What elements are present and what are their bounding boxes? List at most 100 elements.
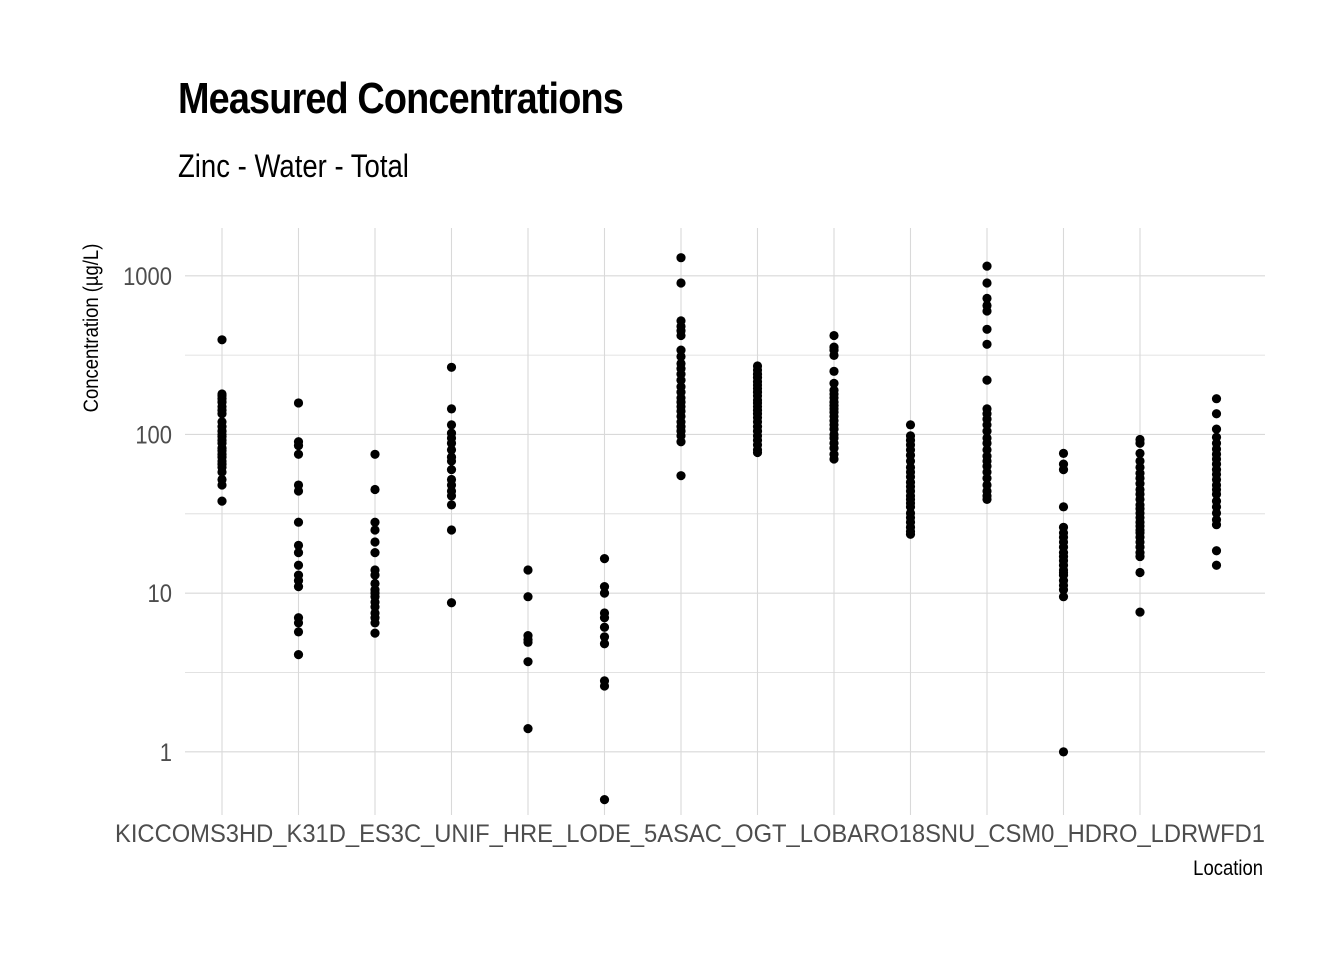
- data-point: [293, 441, 304, 451]
- data-point: [446, 465, 457, 475]
- data-point: [1135, 551, 1145, 562]
- data-point: [829, 350, 839, 360]
- data-point: [370, 449, 380, 459]
- data-point: [829, 330, 839, 341]
- data-point: [829, 378, 839, 388]
- data-point: [829, 366, 839, 376]
- data-point: [982, 426, 992, 436]
- data-point: [1211, 409, 1222, 419]
- data-point: [599, 581, 610, 592]
- data-point: [676, 330, 686, 341]
- data-point: [446, 525, 457, 535]
- data-point: [1211, 508, 1222, 518]
- data-point: [446, 491, 457, 501]
- y-axis-label: Concentration (µg/L): [80, 244, 103, 413]
- y-tick-label: 1: [160, 739, 172, 767]
- data-point: [446, 500, 457, 510]
- data-points: [217, 253, 1222, 805]
- data-point: [293, 398, 304, 408]
- data-point: [676, 351, 686, 362]
- data-point: [982, 494, 992, 504]
- data-point: [599, 639, 610, 649]
- data-point: [982, 438, 992, 448]
- data-point: [905, 420, 916, 430]
- data-point: [293, 548, 304, 558]
- y-tick-label: 1000: [123, 262, 172, 290]
- data-point: [370, 525, 380, 535]
- data-point: [982, 306, 992, 316]
- data-point: [293, 581, 304, 592]
- data-point: [599, 554, 610, 564]
- data-point: [293, 560, 304, 570]
- data-point: [1211, 394, 1222, 404]
- data-point: [752, 447, 763, 458]
- data-point: [523, 724, 533, 734]
- data-point: [1211, 424, 1222, 434]
- data-point: [293, 627, 304, 637]
- data-point: [217, 496, 227, 506]
- data-point: [982, 324, 992, 334]
- data-point: [599, 632, 610, 642]
- y-tick-label: 10: [148, 580, 172, 608]
- data-point: [676, 437, 686, 447]
- x-tick-labels: KICCOMS3HD_K31D_ES3C_UNIF_HRE_LODE_5ASAC…: [115, 820, 1265, 848]
- data-point: [599, 622, 610, 632]
- data-point: [982, 261, 992, 271]
- data-point: [370, 548, 380, 558]
- data-point: [1058, 465, 1069, 475]
- data-point: [599, 795, 610, 805]
- y-tick-labels: 1 10 100 1000: [123, 262, 172, 766]
- data-point: [217, 467, 227, 477]
- data-point: [370, 537, 380, 547]
- data-point: [982, 278, 992, 288]
- data-point: [1135, 607, 1145, 617]
- data-point: [446, 456, 457, 466]
- data-point: [982, 339, 992, 349]
- data-point: [370, 484, 380, 495]
- data-point: [370, 618, 380, 628]
- data-point: [905, 529, 916, 539]
- data-point: [1135, 456, 1145, 466]
- data-point: [217, 335, 227, 345]
- data-point: [293, 517, 304, 527]
- data-point: [523, 637, 533, 647]
- chart-title: Measured Concentrations: [178, 74, 624, 123]
- data-point: [676, 253, 686, 263]
- data-point: [982, 375, 992, 385]
- data-point: [1058, 747, 1069, 757]
- data-point: [599, 613, 610, 623]
- data-point: [1058, 448, 1069, 458]
- data-point: [829, 454, 839, 464]
- chart-subtitle: Zinc - Water - Total: [178, 148, 409, 184]
- data-point: [446, 362, 457, 372]
- x-axis-label: Location: [1193, 857, 1263, 880]
- x-tick-labels-text: KICCOMS3HD_K31D_ES3C_UNIF_HRE_LODE_5ASAC…: [115, 820, 1265, 848]
- data-point: [217, 409, 227, 419]
- data-point: [446, 404, 457, 414]
- data-point: [370, 570, 380, 580]
- data-point: [293, 618, 304, 628]
- data-point: [1135, 438, 1145, 448]
- data-point: [1058, 502, 1069, 512]
- data-point: [676, 375, 686, 385]
- data-point: [446, 445, 457, 455]
- data-point: [446, 598, 457, 608]
- y-tick-label: 100: [135, 421, 172, 449]
- data-point: [446, 438, 457, 448]
- data-point: [676, 278, 686, 288]
- data-point: [676, 345, 686, 355]
- data-point: [1211, 520, 1222, 530]
- data-point: [1135, 448, 1145, 458]
- data-point: [370, 628, 380, 638]
- data-point: [293, 650, 304, 660]
- data-point: [982, 293, 992, 304]
- data-point: [1135, 567, 1145, 578]
- data-point: [905, 456, 916, 466]
- data-point: [1058, 592, 1069, 602]
- data-point: [370, 517, 380, 527]
- data-point: [599, 588, 610, 598]
- data-point: [523, 657, 533, 667]
- data-point: [982, 473, 992, 483]
- data-point: [1058, 585, 1069, 595]
